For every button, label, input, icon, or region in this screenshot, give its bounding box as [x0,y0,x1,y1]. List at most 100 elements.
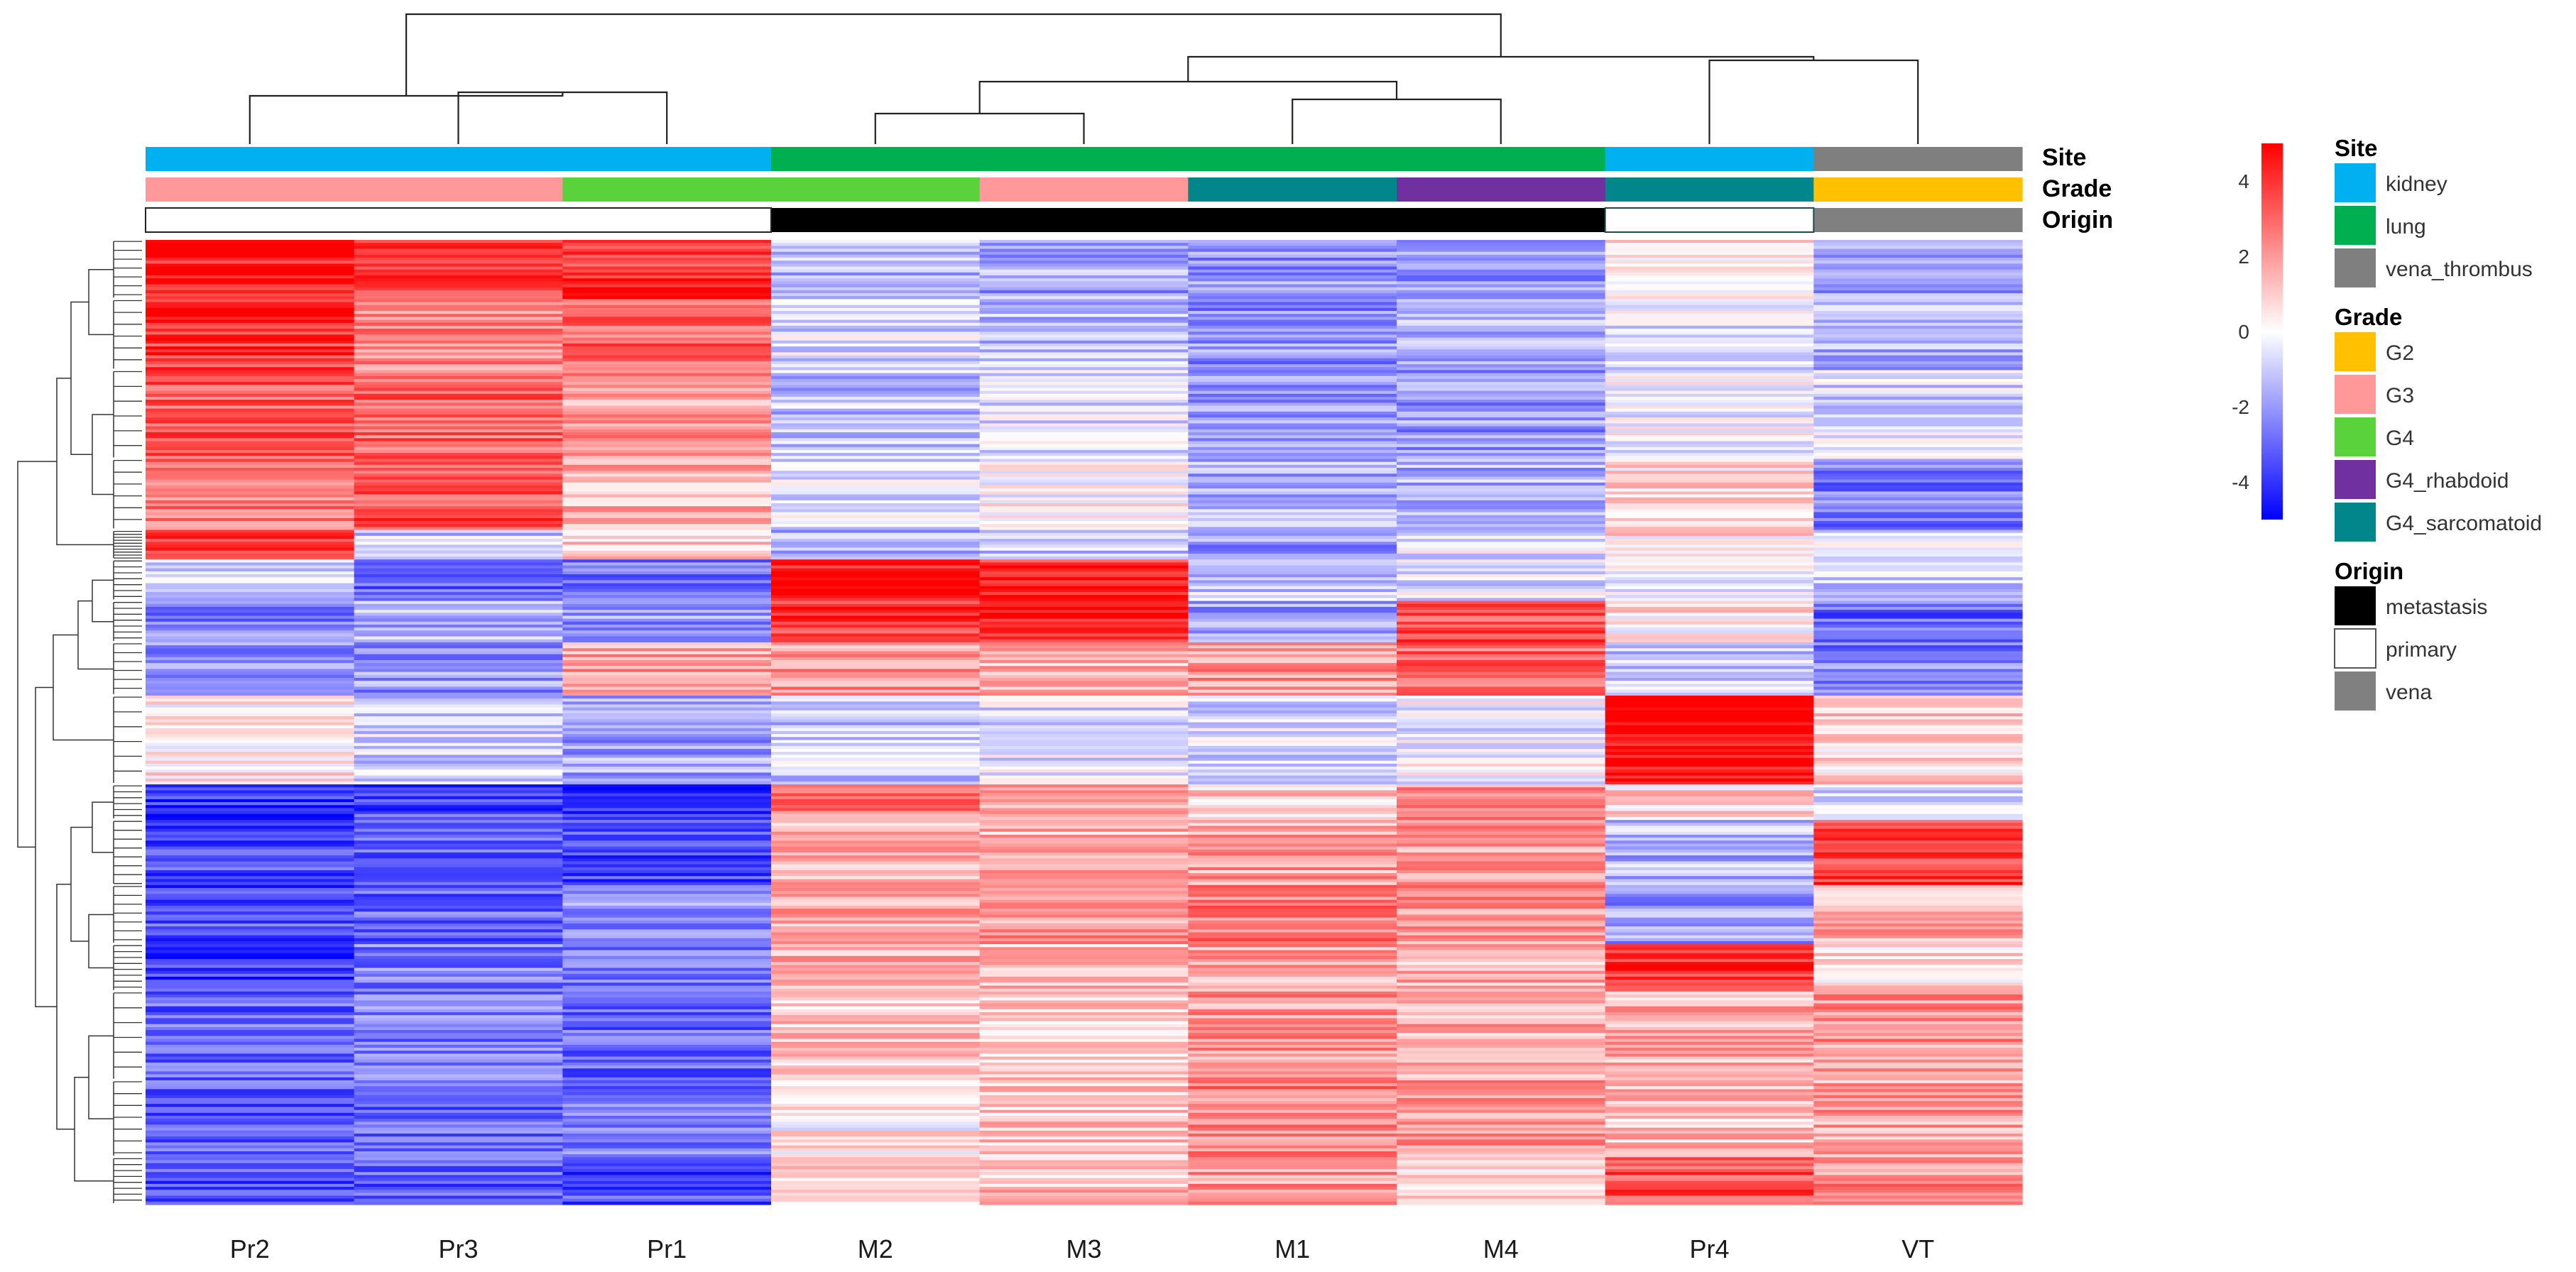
heatmap-cell [562,539,772,542]
heatmap-cell [1188,645,1397,649]
heatmap-cell [1813,855,2023,859]
heatmap-cell [1397,352,1606,356]
heatmap-cell [771,258,981,261]
heatmap-cell [979,254,1189,258]
heatmap-cell [1605,781,1814,785]
heatmap-cell [146,1101,355,1104]
heatmap-cell [1188,985,1397,989]
heatmap-cell [771,240,981,243]
heatmap-cell [771,790,981,794]
heatmap-cell [771,571,981,575]
heatmap-cell [1397,400,1606,403]
heatmap-cell [1397,1130,1606,1134]
heatmap-cell [146,530,355,534]
row-dendrogram [17,241,142,1203]
heatmap-cell [354,539,563,542]
heatmap-cell [1605,645,1814,649]
heatmap-cell [1813,624,2023,628]
heatmap-cell [354,982,563,987]
heatmap-cell [1813,917,2023,921]
heatmap-cell [146,704,355,708]
heatmap-cell [1188,740,1397,744]
heatmap-cell [979,775,1189,779]
heatmap-cell [979,1175,1189,1179]
heatmap-cell [1397,512,1606,516]
heatmap-cell [562,967,772,972]
heatmap-cell [979,571,1189,575]
legend-title: Origin [2335,558,2403,584]
heatmap-cell [979,1119,1189,1122]
heatmap-cell [979,926,1189,930]
heatmap-cell [354,275,563,279]
heatmap-cell [1188,393,1397,398]
heatmap-cell [1188,269,1397,273]
heatmap-cell [979,648,1189,652]
heatmap-cell [771,1198,981,1202]
heatmap-cell [1605,1190,1814,1193]
heatmap-cell [354,606,563,610]
heatmap-cell [1605,417,1814,421]
heatmap-cell [1188,701,1397,706]
heatmap-cell [146,1190,355,1193]
heatmap-cell [354,281,563,285]
heatmap-cell [1605,361,1814,365]
heatmap-cell [1397,947,1606,951]
heatmap-cell [771,1178,981,1182]
heatmap-cell [979,1190,1189,1193]
heatmap-cell [354,476,563,481]
heatmap-cell [354,1024,563,1028]
heatmap-cell [354,657,563,661]
heatmap-cell [146,902,355,906]
column-labels: Pr2 Pr3 Pr1 M2 M3 M1 M4 Pr4 VT [230,1234,1934,1263]
heatmap-cell [771,385,981,389]
heatmap-cell [1813,861,2023,865]
heatmap-cell [1813,887,2023,892]
heatmap-cell [771,1095,981,1099]
heatmap-cell [562,935,772,939]
heatmap-cell [1813,1036,2023,1040]
heatmap-cell [1397,1041,1606,1046]
heatmap-cell [1813,284,2023,288]
heatmap-cell [1188,517,1397,522]
heatmap-cell [562,331,772,335]
heatmap-cell [146,1065,355,1069]
heatmap-cell [1605,539,1814,542]
heatmap-cell [979,752,1189,755]
annotation-cell-origin [562,208,772,232]
heatmap-cell [771,1201,981,1205]
heatmap-cell [1188,287,1397,291]
heatmap-cell [771,1127,981,1131]
heatmap-cell [1188,849,1397,853]
heatmap-cell [1813,879,2023,883]
heatmap-cell [771,494,981,498]
heatmap-cell [562,1190,772,1193]
heatmap-cell [562,1192,772,1197]
heatmap-cell [562,855,772,859]
heatmap-cell [562,571,772,575]
heatmap-cell [1813,654,2023,658]
heatmap-cell [979,846,1189,850]
heatmap-cell [771,834,981,838]
heatmap-cell [1605,329,1814,332]
heatmap-cell [1188,757,1397,762]
heatmap-cell [979,331,1189,335]
heatmap-cell [1397,613,1606,617]
legend-swatch [2335,248,2376,287]
heatmap-cell [562,1044,772,1048]
heatmap-cell [146,858,355,862]
heatmap-cell [771,1021,981,1025]
heatmap-cell [1813,559,2023,563]
heatmap-cell [1605,375,1814,380]
heatmap-cell [146,613,355,617]
heatmap-cell [354,461,563,466]
heatmap-cell [1188,378,1397,383]
heatmap-cell [771,692,981,696]
heatmap-cell [771,757,981,762]
heatmap-cell [1605,970,1814,975]
heatmap-cell [1397,396,1606,400]
heatmap-cell [354,651,563,655]
heatmap-cell [1813,802,2023,806]
heatmap-cell [979,645,1189,649]
heatmap-cell [562,535,772,539]
heatmap-cell [979,911,1189,916]
